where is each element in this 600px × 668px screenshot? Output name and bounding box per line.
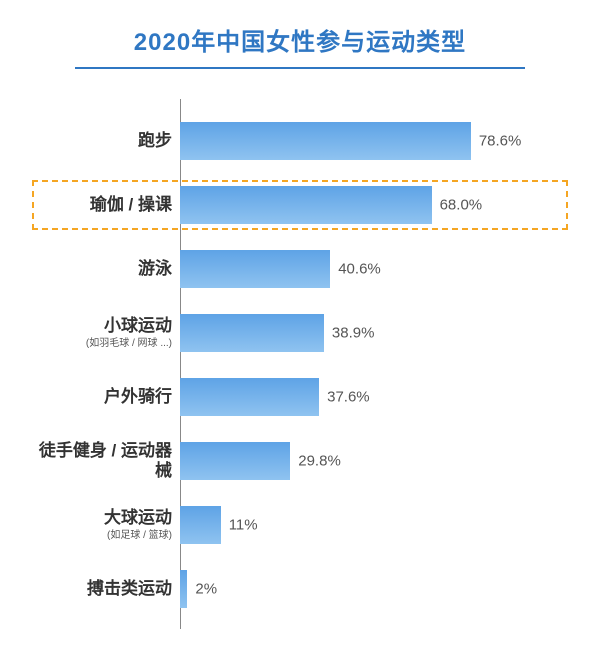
chart-title: 2020年中国女性参与运动类型 <box>0 0 600 57</box>
row-label: 搏击类运动 <box>30 579 180 599</box>
bar: 68.0% <box>180 186 432 224</box>
bar: 37.6% <box>180 378 319 416</box>
bar-value: 38.9% <box>332 325 375 342</box>
row-label: 小球运动 (如羽毛球 / 网球 ...) <box>30 316 180 350</box>
row-label: 瑜伽 / 操课 <box>30 195 180 215</box>
bar: 2% <box>180 570 187 608</box>
bar-container: 78.6% <box>180 109 570 173</box>
chart-row: 搏击类运动 2% <box>30 557 570 621</box>
bar-value: 40.6% <box>338 261 381 278</box>
bar-container: 40.6% <box>180 237 570 301</box>
row-label-sub: (如羽毛球 / 网球 ...) <box>30 338 172 350</box>
bar-value: 11% <box>229 517 258 534</box>
chart-row: 游泳 40.6% <box>30 237 570 301</box>
row-label: 游泳 <box>30 259 180 279</box>
row-label-main: 游泳 <box>30 259 172 279</box>
row-label: 跑步 <box>30 131 180 151</box>
row-label-main: 搏击类运动 <box>30 579 172 599</box>
row-label-main: 跑步 <box>30 131 172 151</box>
bar: 11% <box>180 506 221 544</box>
bar-container: 29.8% <box>180 429 570 493</box>
bar-value: 78.6% <box>479 133 522 150</box>
bar: 40.6% <box>180 250 330 288</box>
row-label-main: 户外骑行 <box>30 387 172 407</box>
bar: 29.8% <box>180 442 290 480</box>
row-label: 户外骑行 <box>30 387 180 407</box>
bar: 38.9% <box>180 314 324 352</box>
chart-row: 徒手健身 / 运动器械29.8% <box>30 429 570 493</box>
title-underline <box>75 67 525 69</box>
chart-row: 小球运动 (如羽毛球 / 网球 ...) 38.9% <box>30 301 570 365</box>
row-label-main: 瑜伽 / 操课 <box>30 195 172 215</box>
chart-area: 跑步 78.6% 瑜伽 / 操课 68.0% 游泳 40.6% 小球运动 (如羽毛球 / 网球… <box>30 109 570 629</box>
bar-container: 2% <box>180 557 570 621</box>
bar-value: 29.8% <box>298 453 341 470</box>
row-label: 徒手健身 / 运动器械 <box>30 441 180 482</box>
chart-row: 大球运动 (如足球 / 篮球) 11% <box>30 493 570 557</box>
bar-container: 38.9% <box>180 301 570 365</box>
row-label-main: 大球运动 <box>30 508 172 528</box>
row-label: 大球运动 (如足球 / 篮球) <box>30 508 180 542</box>
chart-row: 瑜伽 / 操课 68.0% <box>30 173 570 237</box>
chart-row: 跑步 78.6% <box>30 109 570 173</box>
bar-value: 68.0% <box>440 197 483 214</box>
bar: 78.6% <box>180 122 471 160</box>
bar-container: 68.0% <box>180 173 570 237</box>
row-label-main: 徒手健身 / 运动器械 <box>30 441 172 482</box>
row-label-main: 小球运动 <box>30 316 172 336</box>
chart-row: 户外骑行 37.6% <box>30 365 570 429</box>
bar-container: 37.6% <box>180 365 570 429</box>
bar-value: 37.6% <box>327 389 370 406</box>
bar-container: 11% <box>180 493 570 557</box>
bar-value: 2% <box>195 581 217 598</box>
row-label-sub: (如足球 / 篮球) <box>30 530 172 542</box>
